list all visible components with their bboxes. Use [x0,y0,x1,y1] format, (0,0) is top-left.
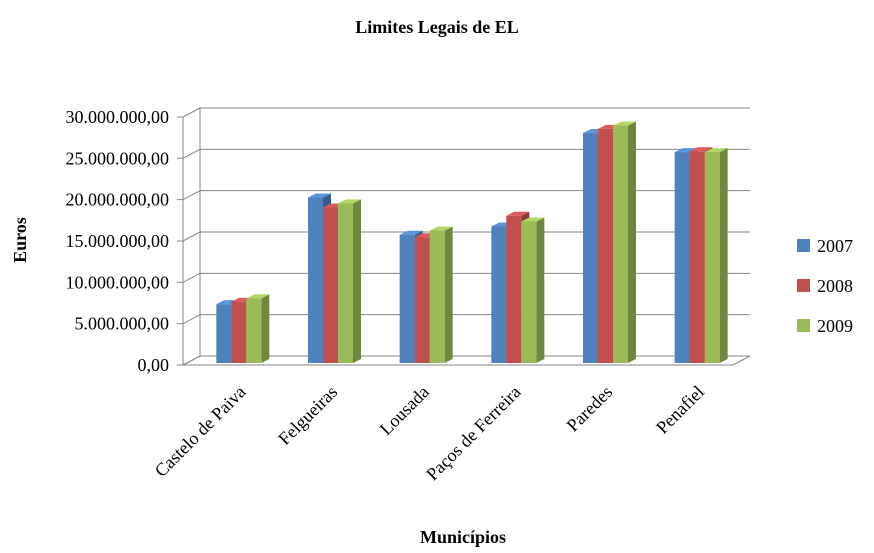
bar-2007 [216,304,232,363]
bar-top-2009 [246,294,270,299]
y-tick-label: 15.000.000,00 [66,231,170,251]
legend-swatch-2007 [797,239,810,252]
bar-2009 [246,298,262,363]
bar-side-2009 [444,226,453,363]
y-axis-title: Euros [10,217,30,263]
bar-2007 [583,133,598,363]
bar-2007 [399,234,415,363]
x-tick-label: Penafiel [652,382,708,438]
y-tick-label: 20.000.000,00 [66,190,170,210]
legend-swatch-2009 [797,319,810,332]
y-tick-label: 0,00 [138,355,170,375]
bar-2008 [598,128,613,363]
plot-floor [182,355,751,366]
y-tick-label: 10.000.000,00 [66,272,170,292]
bar-2009 [613,125,628,363]
gridline-side [182,148,201,159]
bar-2009 [429,230,445,363]
x-tick-label: Castelo de Paiva [151,382,250,481]
gridline-side [182,314,201,325]
bar-side-2009 [719,148,728,363]
y-tick-label: 25.000.000,00 [66,148,170,168]
bar-top-2009 [338,199,361,204]
gridline-side [182,272,201,283]
bar-top-2009 [613,121,636,126]
bar-top-2008 [506,211,530,216]
bar-2007 [491,226,507,363]
bar-2009 [338,203,353,363]
bar-side-2009 [353,199,361,363]
bar-side-2009 [536,217,545,363]
legend: 2007 2008 2009 [797,236,853,336]
axes [177,108,751,366]
bar-top-2007 [674,148,698,153]
legend-label-2009: 2009 [817,316,853,336]
bar-2008 [689,151,705,363]
x-tick-label: Paredes [563,382,617,436]
bar-top-2009 [704,148,728,153]
x-tick-label: Paços de Ferreira [422,382,524,484]
y-tick-label: 30.000.000,00 [66,107,170,127]
bar-2007 [308,197,323,363]
bars [216,121,728,363]
chart-title: Limites Legais de EL [355,17,519,37]
gridline-side [182,231,201,242]
x-axis-title: Municípios [420,527,506,547]
bar-top-2009 [429,226,453,231]
gridline-side [182,107,201,118]
bar-2009 [521,221,537,363]
bar-side-2009 [261,294,270,363]
bar-2008 [414,237,430,363]
y-tick-label: 5.000.000,00 [75,314,170,334]
bar-top-2009 [521,217,545,222]
bar-side-2009 [628,121,636,363]
x-tick-label: Felgueiras [274,382,341,449]
bar-2009 [704,152,720,363]
legend-label-2007: 2007 [817,236,853,256]
bar-2008 [323,207,338,363]
legend-label-2008: 2008 [817,276,853,296]
bar-2007 [674,152,690,363]
bar-top-2007 [308,193,331,198]
gridline-side [182,190,201,201]
bar-2008 [506,215,522,363]
bar-2008 [231,301,247,363]
x-tick-label: Lousada [376,382,433,439]
bar-top-2008 [689,147,713,152]
bar-top-2007 [399,230,423,235]
legend-swatch-2008 [797,279,810,292]
